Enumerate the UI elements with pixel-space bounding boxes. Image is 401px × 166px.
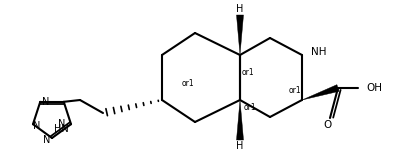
Polygon shape bbox=[301, 85, 338, 100]
Text: H: H bbox=[236, 4, 243, 14]
Text: or1: or1 bbox=[288, 85, 301, 94]
Text: NH: NH bbox=[310, 47, 326, 57]
Text: N: N bbox=[58, 119, 65, 129]
Text: N: N bbox=[33, 121, 41, 131]
Text: N: N bbox=[41, 97, 49, 107]
Text: O: O bbox=[323, 120, 331, 130]
Text: OH: OH bbox=[365, 83, 381, 93]
Polygon shape bbox=[236, 100, 243, 140]
Text: H: H bbox=[236, 141, 243, 151]
Text: HN: HN bbox=[53, 124, 68, 134]
Text: or1: or1 bbox=[181, 79, 194, 87]
Text: or1: or1 bbox=[243, 103, 256, 113]
Text: N: N bbox=[43, 135, 51, 145]
Text: or1: or1 bbox=[241, 68, 254, 77]
Polygon shape bbox=[236, 15, 243, 55]
